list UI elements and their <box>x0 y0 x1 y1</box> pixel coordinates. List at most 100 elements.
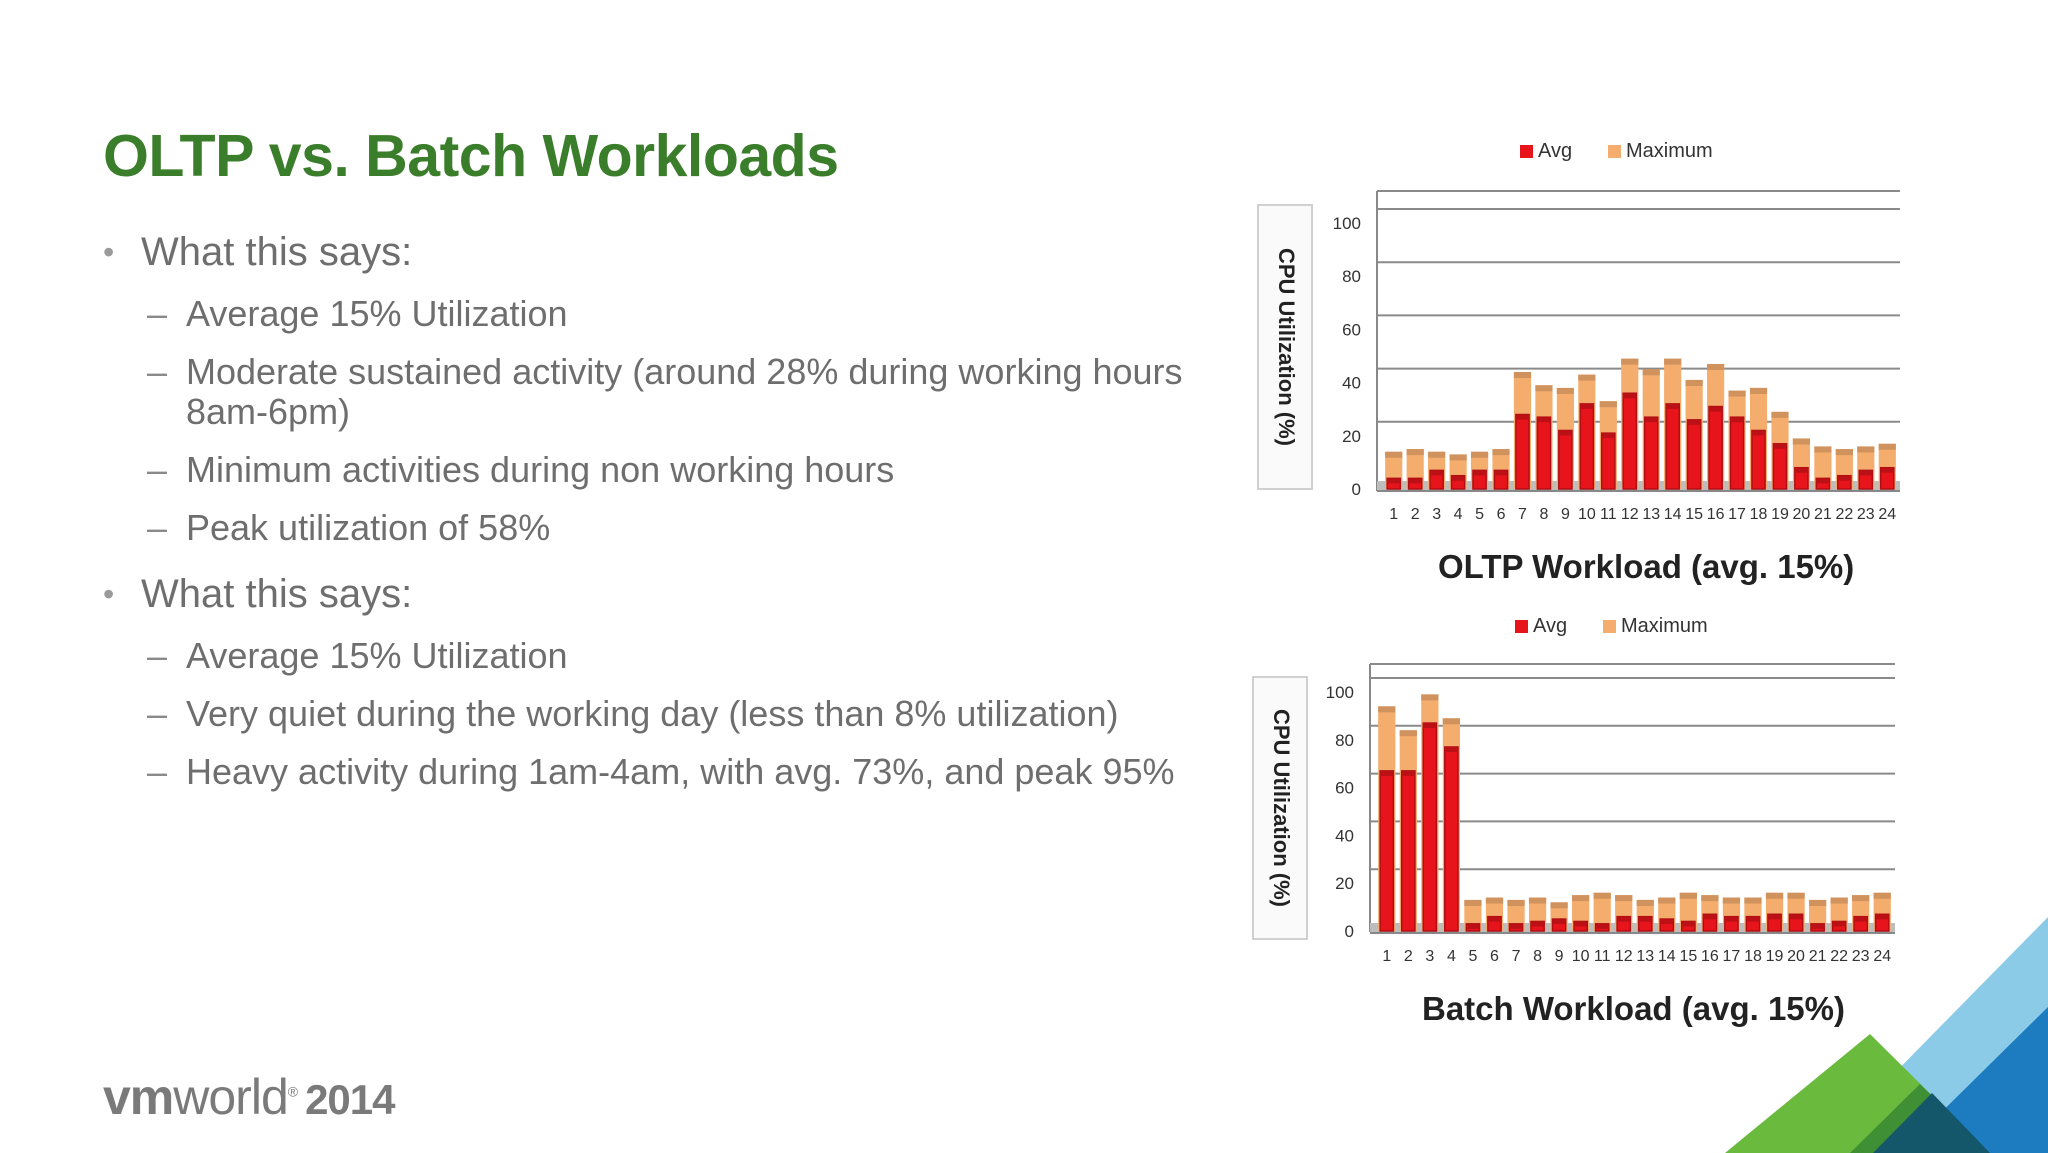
y-tick-label: 20 <box>1342 427 1361 446</box>
legend-swatch <box>1608 145 1621 158</box>
bar-maximum-cap <box>1428 451 1446 458</box>
x-tick-label: 6 <box>1497 506 1506 523</box>
x-tick-label: 11 <box>1594 948 1611 965</box>
bar-maximum-cap <box>1421 694 1439 701</box>
x-tick-label: 5 <box>1468 948 1477 965</box>
bar-maximum-cap <box>1835 449 1853 456</box>
bar-avg-cap <box>1530 921 1545 927</box>
x-tick-label: 9 <box>1561 506 1570 523</box>
x-tick-label: 10 <box>1572 948 1590 965</box>
dash-mark: – <box>147 449 168 490</box>
x-tick-label: 12 <box>1615 948 1633 965</box>
bar-avg-cap <box>1837 475 1851 481</box>
oltp-chart-caption: OLTP Workload (avg. 15%) <box>1438 548 1855 585</box>
bar-avg-cap <box>1832 921 1846 927</box>
bullet-heading-batch: • What this says: <box>103 570 1263 618</box>
bar-maximum-cap <box>1792 438 1811 445</box>
bar-maximum-cap <box>1873 892 1891 899</box>
x-tick-label: 24 <box>1873 948 1891 965</box>
bar-maximum-cap <box>1664 358 1682 365</box>
bar-avg-cap <box>1789 914 1803 920</box>
y-tick-label: 40 <box>1335 826 1354 845</box>
x-tick-label: 15 <box>1679 948 1697 965</box>
sub-bullet: – Average 15% Utilization <box>103 636 1263 676</box>
bar-maximum-cap <box>1621 358 1639 365</box>
x-tick-label: 23 <box>1852 948 1870 965</box>
x-tick-label: 14 <box>1664 506 1682 523</box>
y-tick-label: 80 <box>1335 731 1354 750</box>
sub-bullet: – Peak utilization of 58% <box>103 508 1263 548</box>
x-tick-label: 18 <box>1744 948 1762 965</box>
bar-maximum-cap <box>1599 401 1617 408</box>
navy-overlap-triangle <box>1873 1093 1990 1153</box>
bar-avg-cap <box>1644 417 1658 423</box>
y-axis-title-box <box>1257 204 1313 490</box>
bar-maximum-cap <box>1787 892 1805 899</box>
y-axis-title: CPU Utilization (%) <box>1274 248 1299 446</box>
bar-avg-cap <box>1408 478 1422 484</box>
x-tick-label: 19 <box>1771 506 1789 523</box>
x-tick-label: 23 <box>1857 506 1875 523</box>
x-tick-label: 6 <box>1490 948 1499 965</box>
x-tick-label: 8 <box>1539 506 1548 523</box>
bar-maximum-cap <box>1728 390 1746 397</box>
bullet-heading-text: What this says: <box>141 230 413 274</box>
bar-avg-cap <box>1880 467 1894 473</box>
bar-maximum-cap <box>1771 411 1789 418</box>
bar-maximum-cap <box>1535 385 1553 392</box>
bar-avg-cap <box>1746 916 1760 922</box>
bar-maximum-cap <box>1399 730 1417 737</box>
sub-bullet-text: Average 15% Utilization <box>186 293 568 334</box>
y-tick-label: 40 <box>1342 374 1361 393</box>
x-tick-label: 8 <box>1533 948 1542 965</box>
legend-label: Avg <box>1533 615 1567 637</box>
bar-avg-cap <box>1703 914 1717 920</box>
bar-avg-cap <box>1451 475 1465 481</box>
bar-maximum-cap <box>1406 449 1424 456</box>
bar-avg-cap <box>1623 393 1637 399</box>
bar-maximum-cap <box>1707 363 1725 370</box>
batch-chart-caption: Batch Workload (avg. 15%) <box>1422 990 1845 1027</box>
x-tick-label: 22 <box>1830 948 1848 965</box>
bar-maximum-cap <box>1550 902 1568 909</box>
sub-bullet: – Minimum activities during non working h… <box>103 450 1263 490</box>
bar-avg-cap <box>1709 406 1723 412</box>
bar-avg <box>1729 416 1745 490</box>
bar-maximum-cap <box>1701 895 1719 902</box>
sub-bullet: – Moderate sustained activity (around 28%… <box>103 352 1186 432</box>
dash-mark: – <box>147 293 168 334</box>
bar-avg-cap <box>1601 433 1615 439</box>
legend-swatch <box>1603 620 1616 633</box>
x-tick-label: 2 <box>1404 948 1413 965</box>
bar-avg <box>1536 416 1552 490</box>
bar-avg-cap <box>1509 923 1523 929</box>
bar-avg-cap <box>1810 923 1825 929</box>
legend-label: Maximum <box>1626 140 1713 162</box>
x-tick-label: 21 <box>1814 506 1832 523</box>
bar-maximum-cap <box>1808 899 1827 906</box>
x-tick-label: 1 <box>1389 506 1398 523</box>
sub-bullet: – Very quiet during the working day (less… <box>103 694 1263 734</box>
x-tick-label: 17 <box>1723 948 1741 965</box>
sub-bullet-text: Heavy activity during 1am-4am, with avg.… <box>186 751 1175 792</box>
x-tick-label: 7 <box>1518 506 1527 523</box>
bar-avg <box>1751 429 1766 490</box>
bar-avg-cap <box>1574 921 1588 927</box>
sub-bullet-text: Peak utilization of 58% <box>186 507 551 548</box>
corner-triangles-decoration <box>1725 917 2048 1153</box>
bar-avg <box>1515 413 1530 490</box>
bar-maximum-cap <box>1470 451 1489 458</box>
bar-avg <box>1772 443 1788 490</box>
chart-floor <box>1370 923 1895 933</box>
bar-maximum-cap <box>1528 897 1547 904</box>
x-tick-label: 7 <box>1512 948 1521 965</box>
bar-avg-cap <box>1767 914 1782 920</box>
x-tick-label: 13 <box>1636 948 1654 965</box>
sub-bullet-text: Very quiet during the working day (less … <box>186 693 1119 734</box>
bar-avg <box>1579 403 1595 490</box>
x-tick-label: 17 <box>1728 506 1746 523</box>
y-tick-label: 100 <box>1326 683 1354 702</box>
bar-avg <box>1686 419 1702 490</box>
legend-label: Maximum <box>1621 615 1708 637</box>
